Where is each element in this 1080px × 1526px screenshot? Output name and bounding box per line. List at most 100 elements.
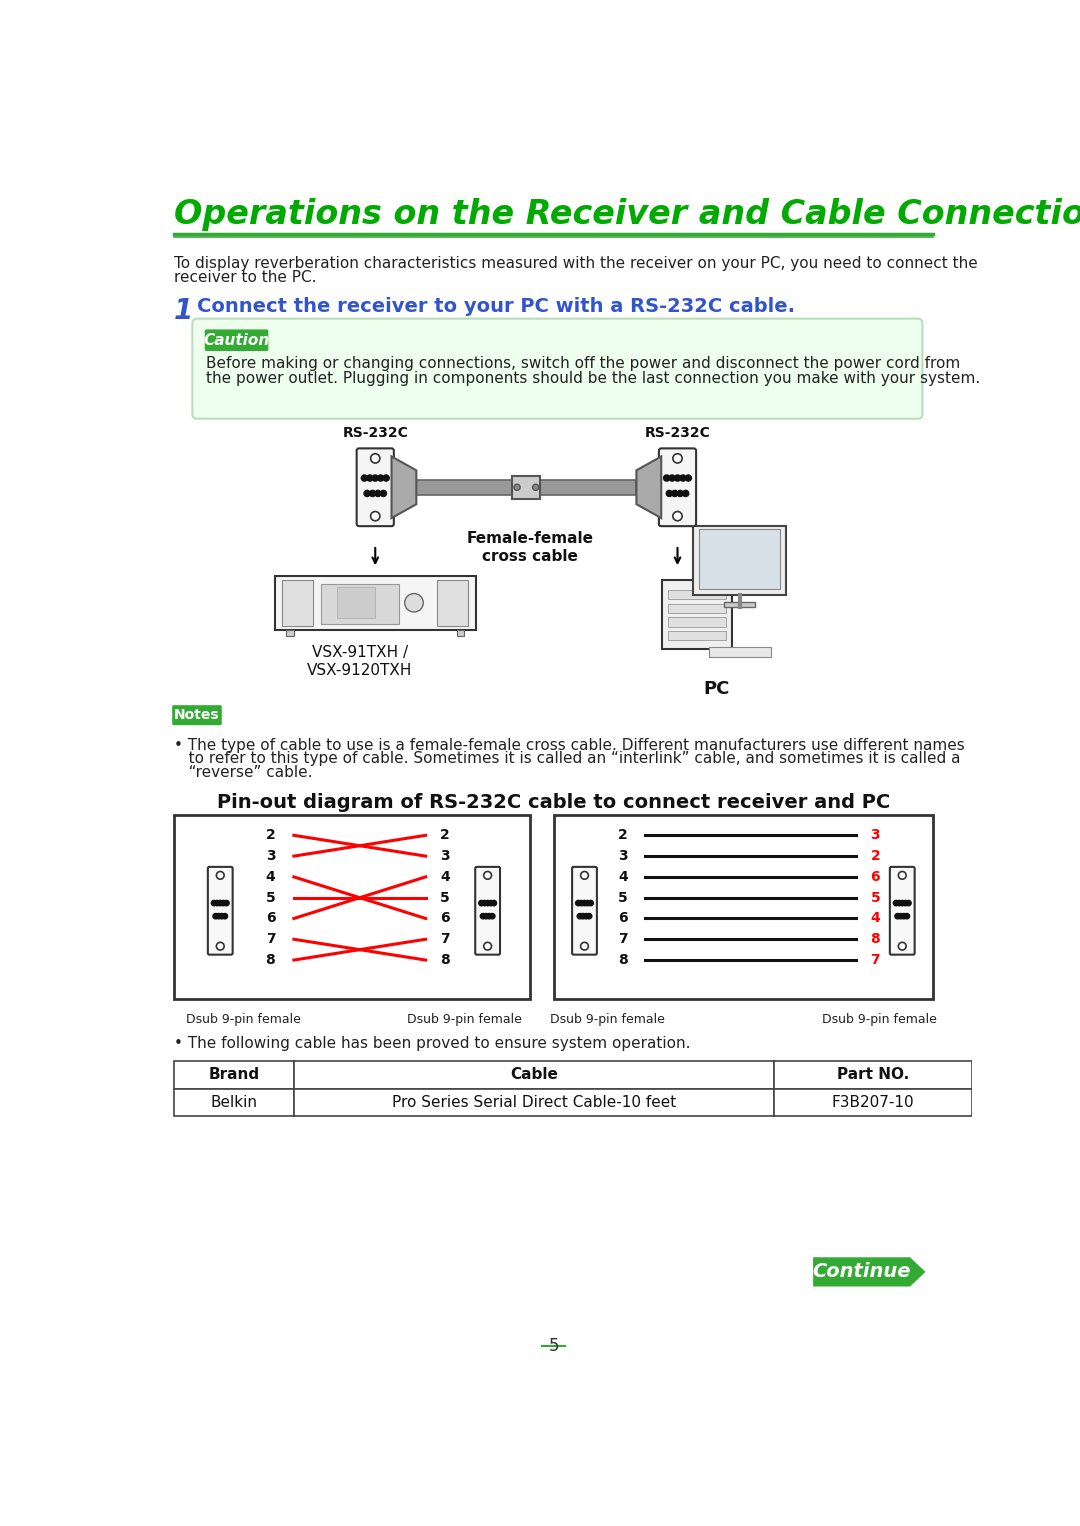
Text: to refer to this type of cable. Sometimes it is called an “interlink” cable, and: to refer to this type of cable. Sometime…	[174, 751, 960, 766]
Circle shape	[375, 490, 381, 496]
Text: “reverse” cable.: “reverse” cable.	[174, 765, 312, 780]
Bar	[457, 630, 464, 636]
Text: Dsub 9-pin female: Dsub 9-pin female	[551, 1013, 665, 1025]
Circle shape	[900, 900, 905, 906]
Circle shape	[582, 900, 588, 906]
Circle shape	[486, 914, 491, 919]
Circle shape	[583, 914, 589, 919]
Circle shape	[488, 900, 494, 906]
Bar	[693, 526, 786, 595]
Text: Operations on the Receiver and Cable Connections: Operations on the Receiver and Cable Con…	[174, 198, 1080, 230]
Text: 7: 7	[870, 954, 880, 967]
FancyBboxPatch shape	[356, 449, 394, 526]
Circle shape	[904, 914, 909, 919]
Circle shape	[220, 900, 226, 906]
Circle shape	[669, 475, 675, 481]
Text: Dsub 9-pin female: Dsub 9-pin female	[186, 1013, 301, 1025]
Text: Part NO.: Part NO.	[837, 1067, 909, 1082]
Text: 7: 7	[441, 932, 450, 946]
Circle shape	[581, 943, 589, 951]
Text: To display reverberation characteristics measured with the receiver on your PC, : To display reverberation characteristics…	[174, 256, 977, 272]
Circle shape	[576, 900, 581, 906]
Circle shape	[484, 943, 491, 951]
Circle shape	[673, 511, 683, 520]
Bar	[174, 1061, 294, 1088]
Text: 4: 4	[266, 870, 275, 884]
Circle shape	[673, 453, 683, 462]
Circle shape	[903, 900, 908, 906]
Text: 5: 5	[266, 891, 275, 905]
Text: 4: 4	[618, 870, 627, 884]
Text: Before making or changing connections, switch off the power and disconnect the p: Before making or changing connections, s…	[206, 356, 960, 371]
Circle shape	[370, 511, 380, 520]
Text: Dsub 9-pin female: Dsub 9-pin female	[407, 1013, 522, 1025]
Circle shape	[484, 914, 489, 919]
Bar	[774, 1061, 972, 1088]
Circle shape	[367, 475, 373, 481]
Circle shape	[478, 900, 484, 906]
Circle shape	[485, 900, 490, 906]
Circle shape	[482, 900, 487, 906]
Circle shape	[219, 914, 225, 919]
Polygon shape	[636, 456, 661, 517]
Circle shape	[383, 475, 389, 481]
Text: 8: 8	[870, 932, 880, 946]
Text: 2: 2	[618, 829, 627, 842]
FancyBboxPatch shape	[572, 867, 597, 955]
Circle shape	[685, 475, 691, 481]
Bar	[437, 580, 469, 626]
Text: 5: 5	[618, 891, 627, 905]
Circle shape	[588, 900, 593, 906]
Bar	[286, 630, 294, 636]
FancyBboxPatch shape	[890, 867, 915, 955]
FancyBboxPatch shape	[475, 867, 500, 955]
Circle shape	[369, 490, 376, 496]
Text: 6: 6	[266, 911, 275, 925]
Circle shape	[585, 900, 591, 906]
Text: 4: 4	[870, 911, 880, 925]
Text: Connect the receiver to your PC with a RS-232C cable.: Connect the receiver to your PC with a R…	[197, 298, 795, 316]
Bar	[282, 580, 313, 626]
Text: • The following cable has been proved to ensure system operation.: • The following cable has been proved to…	[174, 1036, 690, 1051]
Bar	[774, 1088, 972, 1117]
Text: 3: 3	[870, 829, 880, 842]
Circle shape	[899, 943, 906, 951]
Text: 3: 3	[266, 848, 275, 864]
Circle shape	[663, 475, 670, 481]
Circle shape	[484, 871, 491, 879]
Circle shape	[577, 914, 582, 919]
Text: F3B207-10: F3B207-10	[832, 1096, 915, 1109]
Circle shape	[580, 914, 585, 919]
Bar	[669, 632, 726, 641]
Text: 8: 8	[441, 954, 450, 967]
Circle shape	[901, 914, 906, 919]
Circle shape	[579, 900, 584, 906]
Text: RS-232C: RS-232C	[342, 426, 408, 439]
Bar	[174, 1088, 294, 1117]
Circle shape	[893, 900, 899, 906]
FancyBboxPatch shape	[207, 867, 232, 955]
Circle shape	[373, 475, 378, 481]
Text: Notes: Notes	[174, 708, 220, 722]
Bar	[554, 815, 933, 1000]
Bar	[274, 575, 476, 630]
Circle shape	[362, 475, 367, 481]
FancyBboxPatch shape	[192, 319, 922, 418]
Circle shape	[491, 900, 497, 906]
FancyBboxPatch shape	[172, 705, 221, 725]
Text: 3: 3	[618, 848, 627, 864]
Circle shape	[895, 914, 901, 919]
Text: Belkin: Belkin	[211, 1096, 257, 1109]
Circle shape	[514, 484, 521, 490]
Circle shape	[906, 900, 912, 906]
Text: 7: 7	[266, 932, 275, 946]
Bar	[321, 583, 399, 624]
Circle shape	[581, 871, 589, 879]
Polygon shape	[813, 1257, 926, 1286]
Bar	[174, 815, 530, 1000]
Circle shape	[364, 490, 370, 496]
Circle shape	[683, 490, 689, 496]
Text: 5: 5	[870, 891, 880, 905]
FancyBboxPatch shape	[659, 449, 697, 526]
Text: receiver to the PC.: receiver to the PC.	[174, 270, 316, 285]
